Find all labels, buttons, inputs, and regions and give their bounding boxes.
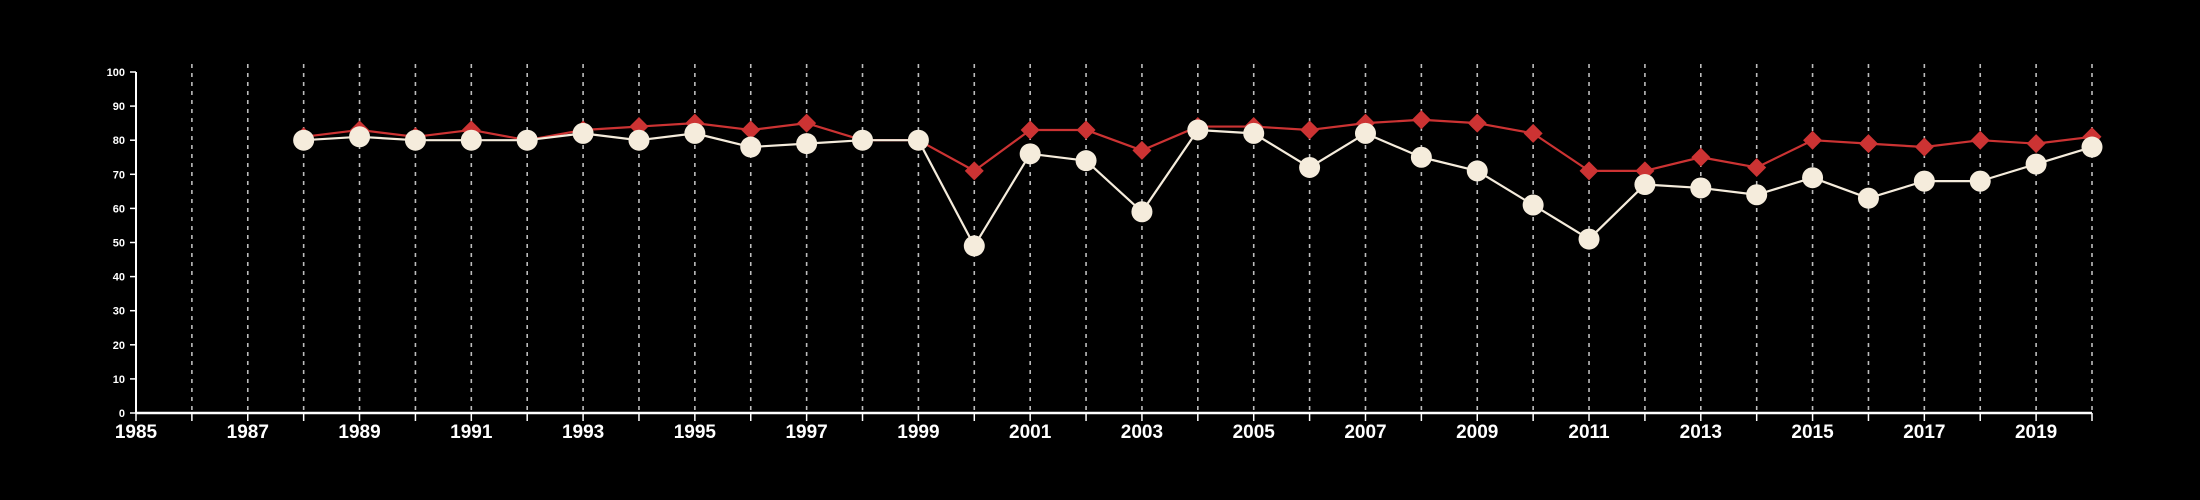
x-tick-label: 1995 <box>674 422 717 443</box>
circle-marker <box>1690 177 1712 199</box>
circle-marker <box>963 235 985 257</box>
circle-marker <box>1522 194 1544 216</box>
diamond-marker <box>1747 157 1767 177</box>
diamond-marker <box>1970 130 1990 150</box>
circle-marker <box>1299 156 1321 178</box>
diamond-marker <box>1914 137 1934 157</box>
y-tick-label: 10 <box>113 374 125 386</box>
y-tick-label: 20 <box>113 340 125 352</box>
y-tick-label: 100 <box>107 67 125 79</box>
circle-marker <box>1802 167 1824 189</box>
diamond-marker <box>1691 147 1711 167</box>
diamond-marker <box>1579 161 1599 181</box>
circle-marker <box>1634 174 1656 196</box>
diamond-marker <box>2026 134 2046 154</box>
x-tick-label: 2009 <box>1456 422 1498 443</box>
x-tick-label: 1999 <box>897 422 939 443</box>
x-axis-ticks: 1985 1987 1989 1991 1993 1995 1997 1999 2001 2003… <box>115 413 2093 443</box>
circle-marker <box>740 136 762 158</box>
circle-marker <box>1187 119 1209 141</box>
circle-marker <box>796 133 818 155</box>
x-tick-label: 2007 <box>1344 422 1386 443</box>
y-tick-label: 50 <box>113 238 125 250</box>
x-tick-label: 2001 <box>1009 422 1052 443</box>
circle-marker <box>1913 170 1935 192</box>
circle-marker <box>1019 143 1041 165</box>
circle-marker <box>907 129 929 151</box>
circle-marker <box>460 129 482 151</box>
vertical-grid-lines <box>191 64 2093 413</box>
circle-marker <box>1075 150 1097 172</box>
diamond-marker <box>1467 113 1487 133</box>
y-tick-label: 90 <box>113 101 125 113</box>
x-tick-label: 1987 <box>227 422 269 443</box>
diamond-marker <box>1523 123 1543 143</box>
circle-marker <box>1466 160 1488 182</box>
circle-marker <box>349 126 371 148</box>
x-tick-label: 2011 <box>1568 422 1610 443</box>
circle-marker <box>1354 122 1376 144</box>
circle-marker <box>404 129 426 151</box>
x-tick-label: 2005 <box>1233 422 1276 443</box>
x-tick-label: 1985 <box>115 422 158 443</box>
circle-marker <box>1746 184 1768 206</box>
circle-marker <box>1969 170 1991 192</box>
diamond-marker <box>1132 140 1152 160</box>
diamond-marker <box>1020 120 1040 140</box>
y-tick-label: 80 <box>113 135 125 147</box>
y-tick-label: 0 <box>119 408 125 420</box>
x-tick-label: 2019 <box>2015 422 2057 443</box>
diamond-marker <box>1858 134 1878 154</box>
y-tick-label: 30 <box>113 306 125 318</box>
y-axis-ticks: 0 10 20 30 40 50 60 70 80 90 100 <box>107 67 136 420</box>
diamond-marker <box>1300 120 1320 140</box>
x-tick-label: 1997 <box>785 422 827 443</box>
y-tick-label: 70 <box>113 169 125 181</box>
series-2 <box>293 119 2103 257</box>
circle-marker <box>572 122 594 144</box>
circle-marker <box>1243 122 1265 144</box>
circle-marker <box>1578 228 1600 250</box>
diamond-marker <box>741 120 761 140</box>
circle-marker <box>852 129 874 151</box>
circle-marker <box>1857 187 1879 209</box>
x-tick-label: 2003 <box>1121 422 1163 443</box>
x-tick-label: 2015 <box>1791 422 1834 443</box>
x-tick-label: 2017 <box>1903 422 1945 443</box>
circle-marker <box>684 122 706 144</box>
x-tick-label: 1989 <box>338 422 380 443</box>
diamond-marker <box>1411 110 1431 130</box>
diamond-marker <box>964 161 984 181</box>
circle-marker <box>293 129 315 151</box>
diamond-marker <box>1803 130 1823 150</box>
circle-marker <box>2081 136 2103 158</box>
x-tick-label: 1993 <box>562 422 604 443</box>
diamond-marker <box>797 113 817 133</box>
circle-marker <box>628 129 650 151</box>
circle-marker <box>516 129 538 151</box>
y-tick-label: 40 <box>113 272 125 284</box>
x-tick-label: 1991 <box>450 422 493 443</box>
series-layer <box>293 110 2103 257</box>
circle-marker <box>1410 146 1432 168</box>
x-tick-label: 2013 <box>1680 422 1722 443</box>
y-tick-label: 60 <box>113 203 125 215</box>
circle-marker <box>1131 201 1153 223</box>
diamond-marker <box>1076 120 1096 140</box>
circle-marker <box>2025 153 2047 175</box>
